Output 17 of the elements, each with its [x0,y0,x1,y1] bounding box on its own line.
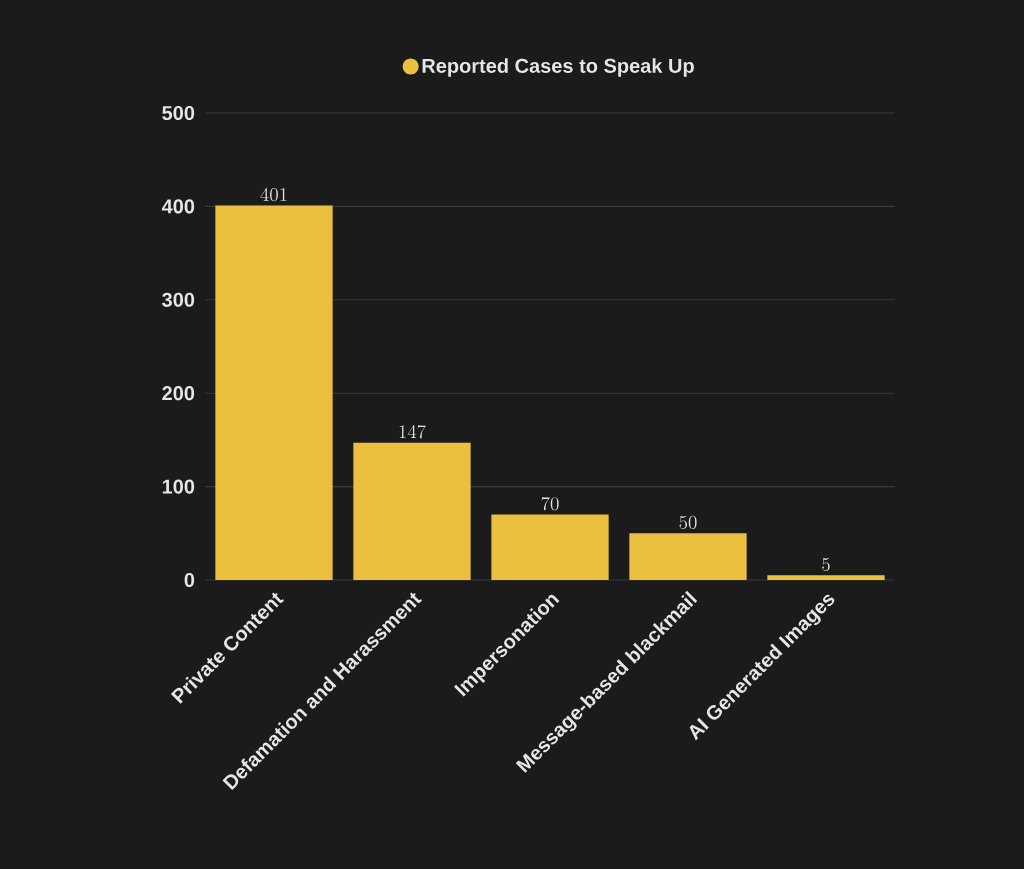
bar [215,205,333,580]
data-label: 70 [541,496,559,511]
data-label: 401 [260,187,287,202]
y-tick-label: 100 [162,479,195,494]
y-tick-label: 200 [162,386,195,401]
bar [629,533,747,580]
bar [353,442,471,580]
legend-label: Reported Cases to Speak Up [422,58,694,77]
data-label: 50 [679,515,697,529]
data-label: 147 [399,425,426,439]
y-tick-label: 500 [162,105,195,121]
y-tick-label: 300 [162,292,195,307]
y-tick-label: 0 [184,572,195,588]
bar [767,575,885,580]
bar [491,514,609,580]
y-tick-label: 400 [161,199,195,214]
data-label: 5 [822,557,830,572]
